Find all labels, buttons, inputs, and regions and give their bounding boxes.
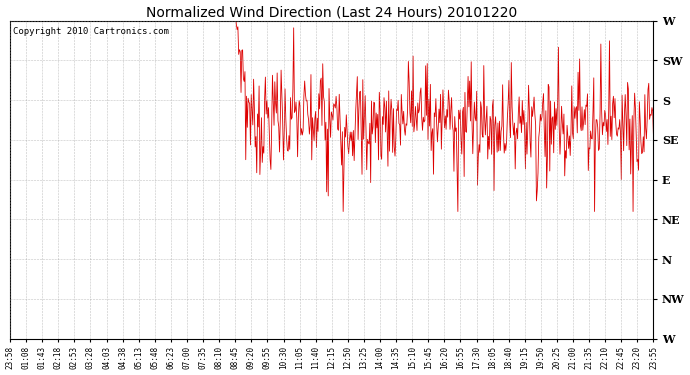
- Title: Normalized Wind Direction (Last 24 Hours) 20101220: Normalized Wind Direction (Last 24 Hours…: [146, 6, 518, 20]
- Text: Copyright 2010 Cartronics.com: Copyright 2010 Cartronics.com: [13, 27, 169, 36]
